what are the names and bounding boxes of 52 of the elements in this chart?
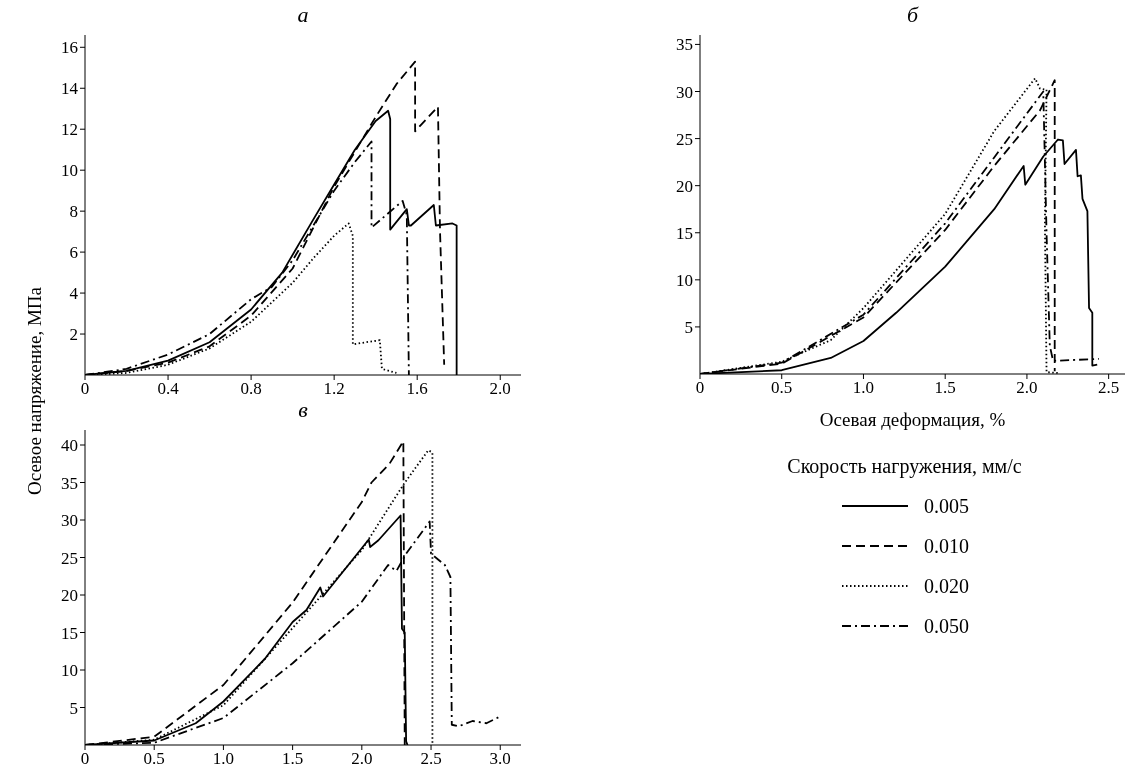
x-tick-label: 2.0 — [1016, 378, 1038, 398]
y-axis-title: Осевое напряжение, МПа — [24, 286, 46, 497]
x-tick-label: 0.8 — [240, 379, 262, 399]
x-tick-label: 2.5 — [420, 749, 442, 769]
y-tick-label: 15 — [676, 223, 693, 243]
y-tick-label: 16 — [61, 38, 78, 58]
x-tick-label: 0 — [80, 749, 90, 769]
y-tick-label: 6 — [69, 243, 78, 263]
y-tick-label: 12 — [61, 120, 78, 140]
y-tick-label: 10 — [61, 161, 78, 181]
y-tick-label: 25 — [61, 548, 78, 568]
y-tick-label: 4 — [69, 284, 79, 304]
chart-title: б — [905, 2, 920, 28]
x-tick-label: 0 — [80, 379, 90, 399]
x-tick-label: 1.5 — [934, 378, 956, 398]
legend-label: 0.020 — [924, 574, 969, 598]
y-tick-label: 2 — [69, 325, 78, 345]
y-tick-label: 10 — [61, 661, 78, 681]
x-tick-label: 1.2 — [323, 379, 345, 399]
x-tick-label: 1.0 — [852, 378, 875, 398]
x-tick-label: 0.5 — [771, 378, 793, 398]
chart-title: в — [297, 397, 309, 423]
y-tick-label: 20 — [676, 176, 693, 196]
y-tick-label: 35 — [61, 473, 78, 493]
legend-label: 0.050 — [924, 614, 969, 638]
x-tick-label: 0.5 — [143, 749, 165, 769]
x-tick-label: 0.4 — [157, 379, 180, 399]
x-tick-label: 2.5 — [1098, 378, 1120, 398]
y-tick-label: 35 — [676, 35, 693, 55]
x-tick-label: 2.0 — [489, 379, 511, 399]
y-tick-label: 40 — [61, 436, 78, 456]
y-tick-label: 15 — [61, 623, 78, 643]
y-tick-label: 10 — [676, 270, 693, 290]
y-tick-label: 25 — [676, 129, 693, 149]
y-tick-label: 20 — [61, 586, 78, 606]
y-tick-label: 30 — [676, 82, 693, 102]
y-tick-label: 8 — [69, 202, 78, 222]
legend-label: 0.005 — [924, 494, 969, 518]
x-tick-label: 1.5 — [281, 749, 304, 769]
chart-title: а — [296, 2, 310, 28]
x-axis-title: Осевая деформация, % — [819, 409, 1006, 430]
x-tick-label: 0 — [695, 378, 705, 398]
y-tick-label: 30 — [61, 511, 78, 531]
x-tick-label: 2.0 — [351, 749, 373, 769]
legend-label: 0.010 — [924, 534, 969, 558]
y-tick-label: 5 — [684, 317, 693, 337]
y-tick-label: 14 — [61, 79, 79, 99]
x-tick-label: 3.0 — [489, 749, 511, 769]
y-tick-label: 5 — [69, 698, 78, 718]
legend-title: Скорость нагружения, мм/с — [786, 455, 1023, 478]
x-tick-label: 1.6 — [406, 379, 428, 399]
x-tick-label: 1.0 — [212, 749, 235, 769]
